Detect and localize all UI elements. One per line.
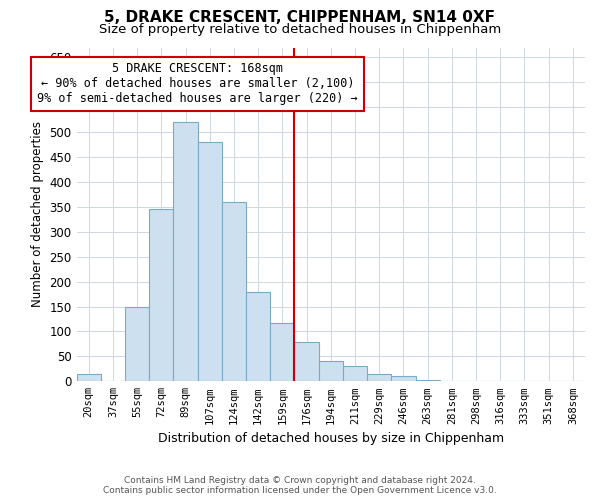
Bar (416, 380, 440, 382)
Text: Contains HM Land Registry data © Crown copyright and database right 2024.
Contai: Contains HM Land Registry data © Crown c… (103, 476, 497, 495)
Text: Size of property relative to detached houses in Chippenham: Size of property relative to detached ho… (99, 22, 501, 36)
Bar (125, 306, 149, 382)
Bar (367, 374, 391, 382)
Bar (197, 142, 222, 382)
Bar (295, 342, 319, 382)
Bar (319, 362, 343, 382)
Bar (343, 366, 367, 382)
Bar (222, 202, 246, 382)
Text: 5 DRAKE CRESCENT: 168sqm
← 90% of detached houses are smaller (2,100)
9% of semi: 5 DRAKE CRESCENT: 168sqm ← 90% of detach… (37, 62, 358, 106)
Bar (246, 292, 270, 382)
Text: 5, DRAKE CRESCENT, CHIPPENHAM, SN14 0XF: 5, DRAKE CRESCENT, CHIPPENHAM, SN14 0XF (104, 10, 496, 25)
Bar (77, 374, 101, 382)
X-axis label: Distribution of detached houses by size in Chippenham: Distribution of detached houses by size … (158, 432, 504, 445)
Bar (391, 376, 416, 382)
Bar (149, 210, 173, 382)
Bar (173, 122, 197, 382)
Y-axis label: Number of detached properties: Number of detached properties (31, 122, 44, 308)
Bar (270, 322, 295, 382)
